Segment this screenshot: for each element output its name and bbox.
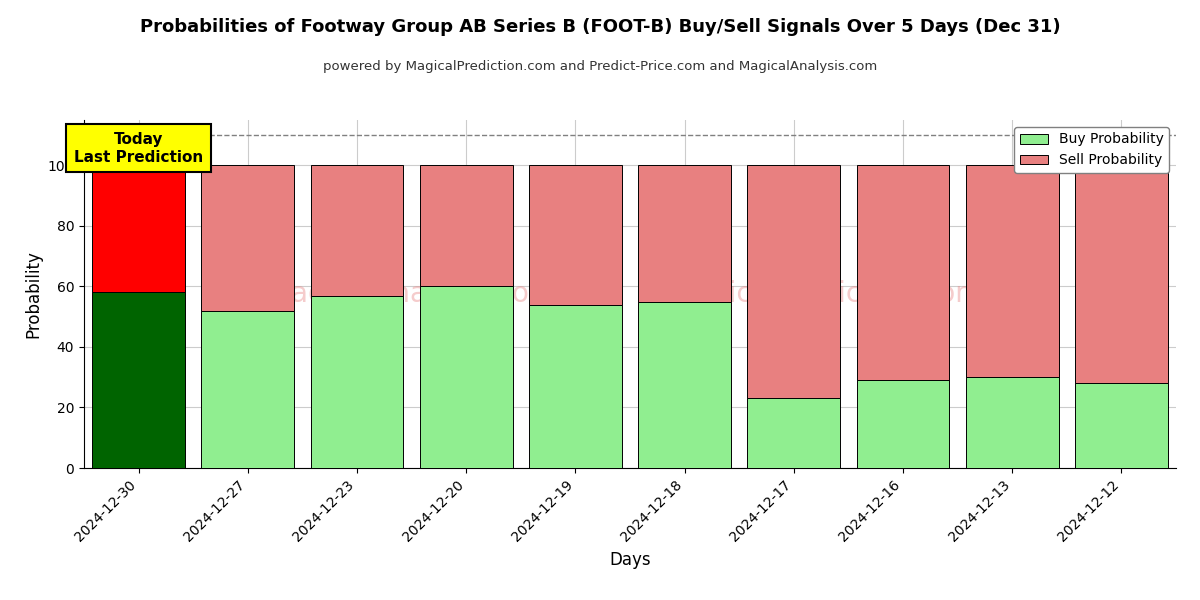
- Bar: [92, 166, 185, 292]
- Bar: [420, 166, 512, 286]
- Bar: [202, 311, 294, 468]
- Text: MagicalAnalysis.com: MagicalAnalysis.com: [268, 280, 556, 308]
- X-axis label: Days: Days: [610, 551, 650, 569]
- Bar: [748, 166, 840, 398]
- Bar: [420, 286, 512, 468]
- Text: MagicalPrediction.com: MagicalPrediction.com: [671, 280, 983, 308]
- Bar: [638, 166, 731, 302]
- Bar: [92, 292, 185, 468]
- Text: Today
Last Prediction: Today Last Prediction: [74, 132, 203, 164]
- Bar: [966, 377, 1058, 468]
- Bar: [529, 166, 622, 305]
- Bar: [529, 305, 622, 468]
- Bar: [857, 380, 949, 468]
- Bar: [1075, 383, 1168, 468]
- Bar: [1075, 166, 1168, 383]
- Bar: [311, 296, 403, 468]
- Legend: Buy Probability, Sell Probability: Buy Probability, Sell Probability: [1014, 127, 1169, 173]
- Bar: [966, 166, 1058, 377]
- Y-axis label: Probability: Probability: [24, 250, 42, 338]
- Bar: [311, 166, 403, 296]
- Bar: [638, 302, 731, 468]
- Text: powered by MagicalPrediction.com and Predict-Price.com and MagicalAnalysis.com: powered by MagicalPrediction.com and Pre…: [323, 60, 877, 73]
- Bar: [748, 398, 840, 468]
- Bar: [857, 166, 949, 380]
- Text: Probabilities of Footway Group AB Series B (FOOT-B) Buy/Sell Signals Over 5 Days: Probabilities of Footway Group AB Series…: [139, 18, 1061, 36]
- Bar: [202, 166, 294, 311]
